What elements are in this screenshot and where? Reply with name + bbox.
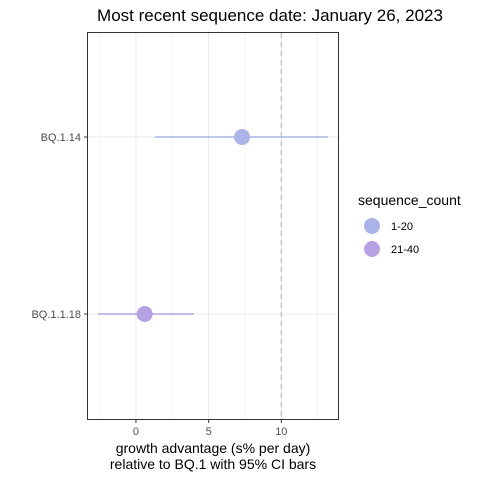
panel-border	[87, 32, 339, 420]
x-tick-label: 10	[275, 426, 287, 438]
legend-title: sequence_count	[358, 192, 461, 208]
x-axis-ticks: 0 5 10	[133, 419, 287, 438]
x-tick-label: 0	[133, 426, 139, 438]
y-tick-label: BQ.1.1.18	[31, 309, 81, 321]
legend-key-1-20	[364, 218, 380, 234]
legend-label: 1-20	[391, 221, 413, 233]
panel-marks	[98, 129, 328, 322]
panel-grid	[88, 33, 338, 419]
legend: sequence_count 1-20 21-40	[358, 192, 461, 257]
y-axis-ticks: BQ.1.14 BQ.1.1.18	[31, 132, 88, 321]
point-BQ.1.14	[234, 129, 251, 145]
point-BQ.1.1.18	[136, 306, 153, 322]
x-axis-label-line2: relative to BQ.1 with 95% CI bars	[110, 456, 316, 472]
x-axis-label-line1: growth advantage (s% per day)	[116, 440, 311, 456]
legend-label: 21-40	[391, 244, 419, 256]
x-tick-label: 5	[206, 426, 212, 438]
legend-entries: 1-20 21-40	[364, 218, 419, 257]
y-tick-label: BQ.1.14	[41, 132, 81, 144]
chart-title: Most recent sequence date: January 26, 2…	[97, 6, 443, 25]
legend-key-21-40	[364, 241, 380, 257]
